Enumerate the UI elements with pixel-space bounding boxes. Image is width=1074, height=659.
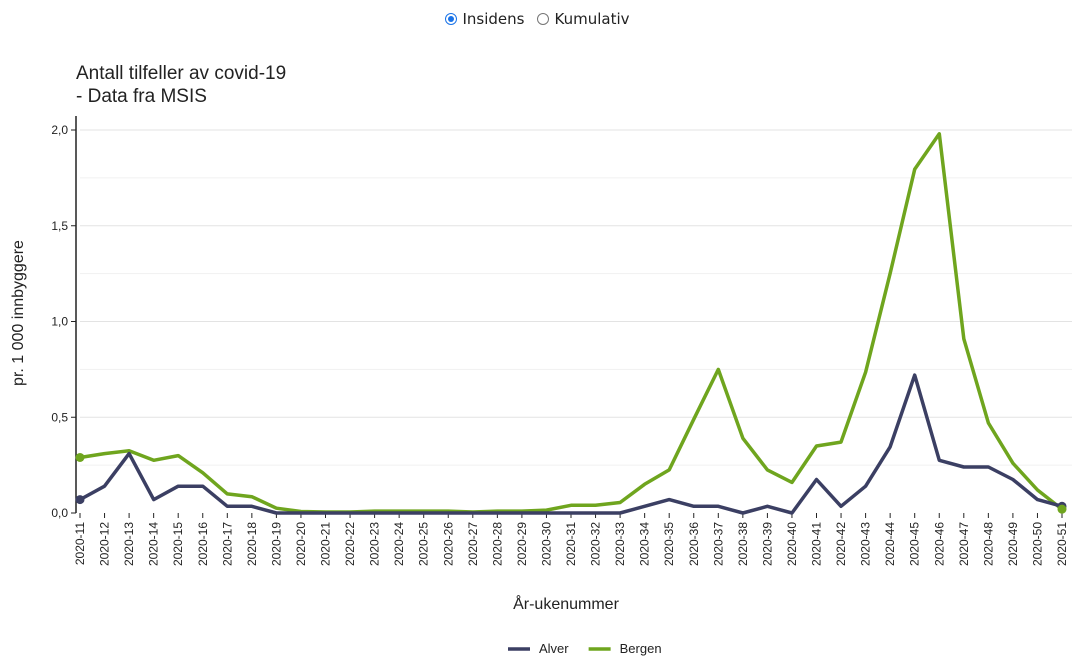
chart-title-line-2: - Data fra MSIS xyxy=(76,86,207,107)
y-axis-title: pr. 1 000 innbyggere xyxy=(10,240,27,386)
x-tick-label: 2020-21 xyxy=(319,522,333,566)
x-tick-label: 2020-48 xyxy=(981,522,995,566)
radio-label-insidens: Insidens xyxy=(462,10,525,28)
x-tick-labels: 2020-11 2020-12 2020-13 2020-14 2020-15 2020-… xyxy=(73,513,1069,566)
x-tick-label: 2020-35 xyxy=(662,522,676,566)
x-tick-label: 2020-11 xyxy=(73,522,87,565)
x-tick-label: 2020-44 xyxy=(883,522,897,566)
x-tick-label: 2020-16 xyxy=(196,522,210,566)
radio-button-icon[interactable] xyxy=(536,13,549,25)
x-tick-label: 2020-38 xyxy=(736,522,750,566)
y-tick-label: 2,0 xyxy=(51,123,68,137)
legend-label-alver: Alver xyxy=(539,641,569,656)
radio-button-icon[interactable] xyxy=(444,13,457,25)
radio-option-insidens[interactable]: Insidens xyxy=(444,10,525,28)
x-tick-label: 2020-33 xyxy=(613,522,627,566)
y-tick-label: 1,5 xyxy=(51,219,68,233)
radio-option-kumulativ[interactable]: Kumulativ xyxy=(536,10,630,28)
x-tick-label: 2020-45 xyxy=(908,522,922,566)
x-tick-label: 2020-32 xyxy=(589,522,603,566)
y-tick-label: 0,0 xyxy=(51,506,68,520)
x-tick-label: 2020-37 xyxy=(711,522,725,566)
x-tick-label: 2020-42 xyxy=(834,522,848,566)
series-line-alver xyxy=(78,373,1064,515)
x-tick-label: 2020-12 xyxy=(98,522,112,566)
display-mode-selector: Insidens Kumulativ xyxy=(0,10,1074,28)
x-tick-label: 2020-23 xyxy=(368,522,382,566)
y-tick-labels: 0,0 0,5 1,0 1,5 2,0 xyxy=(51,123,76,520)
legend: Alver Bergen xyxy=(508,641,662,656)
x-tick-label: 2020-22 xyxy=(343,522,357,566)
x-tick-label: 2020-18 xyxy=(245,522,259,566)
y-tick-label: 1,0 xyxy=(51,315,68,329)
x-tick-label: 2020-30 xyxy=(539,522,553,566)
radio-label-kumulativ: Kumulativ xyxy=(554,10,630,28)
x-tick-label: 2020-25 xyxy=(417,522,431,566)
series-lines xyxy=(75,132,1067,515)
x-tick-label: 2020-28 xyxy=(490,522,504,566)
x-tick-label: 2020-31 xyxy=(564,522,578,566)
x-tick-label: 2020-19 xyxy=(269,522,283,566)
legend-label-bergen: Bergen xyxy=(620,641,662,656)
x-tick-label: 2020-34 xyxy=(638,522,652,566)
x-axis-title: År-ukenummer xyxy=(513,594,619,613)
series-endpoint-bergen xyxy=(1057,504,1067,514)
x-tick-label: 2020-51 xyxy=(1055,522,1069,566)
x-tick-label: 2020-36 xyxy=(687,522,701,566)
series-endpoint-bergen xyxy=(75,452,85,462)
x-tick-label: 2020-46 xyxy=(932,522,946,566)
chart-title-line-1: Antall tilfeller av covid-19 xyxy=(76,63,286,84)
x-tick-label: 2020-49 xyxy=(1006,522,1020,566)
x-tick-label: 2020-27 xyxy=(466,522,480,566)
x-tick-label: 2020-17 xyxy=(220,522,234,566)
gridlines xyxy=(80,129,1072,466)
x-tick-label: 2020-24 xyxy=(392,522,406,566)
x-tick-label: 2020-40 xyxy=(785,522,799,566)
x-tick-label: 2020-15 xyxy=(171,522,185,566)
x-tick-label: 2020-47 xyxy=(957,522,971,566)
x-tick-label: 2020-41 xyxy=(810,522,824,566)
x-tick-label: 2020-43 xyxy=(859,522,873,566)
series-line-bergen xyxy=(78,132,1064,514)
x-tick-label: 2020-13 xyxy=(122,522,136,566)
y-tick-label: 0,5 xyxy=(51,410,68,424)
x-tick-label: 2020-39 xyxy=(760,522,774,566)
x-tick-label: 2020-29 xyxy=(515,522,529,566)
series-endpoint-alver xyxy=(75,495,85,505)
x-tick-label: 2020-20 xyxy=(294,522,308,566)
x-tick-label: 2020-50 xyxy=(1030,522,1044,566)
x-tick-label: 2020-14 xyxy=(147,522,161,566)
x-tick-label: 2020-26 xyxy=(441,522,455,566)
